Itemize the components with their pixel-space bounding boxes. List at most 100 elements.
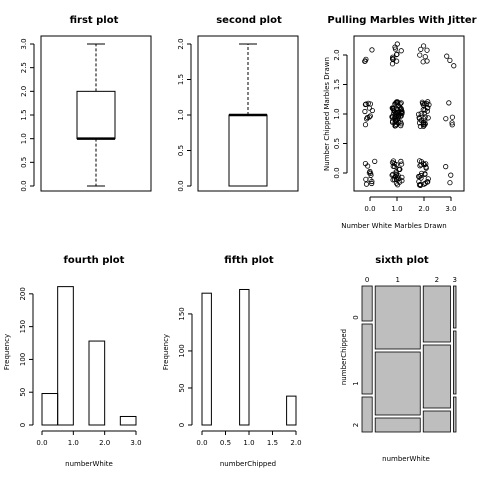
plot5-x-tick-label: 1.0: [243, 439, 254, 447]
plot3-point: [393, 122, 399, 129]
plot2-y-tick-label: 1.5: [177, 74, 185, 85]
plot3-point: [422, 121, 428, 127]
plot4-xlabel: numberWhite: [65, 460, 113, 468]
plot5-bar: [286, 395, 297, 426]
plot3-point: [369, 178, 375, 185]
plot3-x-tick-label: 2.0: [418, 205, 429, 213]
plot3-point: [398, 100, 404, 106]
plot6-cell: [374, 417, 421, 433]
plot3-y-tick-label: 2.0: [333, 49, 341, 60]
plot3-point: [362, 101, 369, 108]
plot6-col-label: 2: [435, 276, 439, 284]
plot6-title: sixth plot: [375, 255, 429, 266]
plot1-y-tick-label: 2.5: [20, 62, 28, 73]
plot1-y-tick-label: 0.0: [20, 180, 28, 191]
plot3-point: [451, 63, 457, 69]
plot3-point: [369, 47, 375, 53]
plot6-xlabel: numberWhite: [382, 455, 430, 463]
plot2-y-tick-label: 0.0: [177, 180, 185, 191]
plot3-point: [420, 43, 427, 49]
plot4-bar: [119, 415, 137, 426]
plot6-cell: [361, 396, 373, 433]
plot6-cell: [422, 285, 451, 343]
plot3-point: [420, 107, 426, 113]
plot1-y-tick-label: 0.5: [20, 157, 28, 168]
plot4-y-tick-label: 150: [19, 320, 27, 333]
plot3-point: [395, 99, 401, 106]
plot4-y-tick-label: 0: [19, 423, 27, 427]
plot3-point: [417, 52, 423, 58]
plot3-point: [398, 123, 404, 129]
plot5-title: fifth plot: [224, 255, 274, 266]
plot3-point: [399, 161, 405, 167]
plot3-point: [449, 114, 456, 120]
plot3-point: [365, 100, 371, 106]
plot3-point: [391, 109, 398, 115]
plot3-point: [362, 58, 368, 64]
plot4-x-tick-label: 2.0: [99, 439, 110, 447]
plot3-point: [443, 164, 449, 170]
plot3-point: [394, 182, 401, 188]
plot5-y-tick-label: 100: [178, 344, 186, 357]
plot3-point: [422, 54, 428, 60]
plot3-point: [367, 113, 373, 119]
plot6-cell: [374, 351, 421, 416]
plot6-cell: [453, 396, 457, 433]
plot5-y-tick-label: 0: [178, 423, 186, 427]
plot3-point: [393, 51, 400, 58]
plot3-y-tick-label: 0.5: [333, 138, 341, 149]
plot3-x-tick-label: 3.0: [445, 205, 456, 213]
plot3-point: [390, 54, 396, 60]
plot5-bar: [201, 292, 212, 426]
plot1-title: first plot: [70, 15, 119, 26]
plot3-point: [390, 106, 396, 112]
plot3-point: [418, 46, 424, 52]
plot3-point: [425, 105, 431, 111]
plot6-cell: [453, 330, 457, 395]
plot3-point: [447, 57, 453, 63]
plot3-point: [365, 163, 371, 169]
plot3-point: [363, 181, 370, 187]
plot3-point: [362, 122, 369, 128]
plot3-point: [368, 170, 374, 176]
plot5-x-tick-label: 0.0: [196, 439, 207, 447]
plot1-y-tick-label: 1.0: [20, 133, 28, 144]
plot3-point: [399, 174, 405, 180]
plot4-ylabel: Frequency: [3, 334, 11, 370]
plot6-col-label: 3: [452, 276, 456, 284]
plot3-point: [398, 48, 404, 54]
plot3-point: [390, 114, 396, 120]
plot1-y-tick-label: 1.5: [20, 109, 28, 120]
plot3-point: [423, 161, 429, 167]
plot3-point: [421, 162, 428, 168]
plot3-point: [449, 122, 455, 128]
plot5-x-tick-label: 1.5: [267, 439, 278, 447]
plot6-ylabel: numberChipped: [340, 329, 348, 385]
plot5-x-tick-label: 0.5: [220, 439, 231, 447]
plot3-y-tick-label: 1.5: [333, 79, 341, 90]
plot6-col-label: 1: [395, 276, 399, 284]
plot3-point: [425, 176, 431, 182]
plot5-y-tick-label: 50: [178, 384, 186, 393]
plot2-frame: [197, 35, 299, 192]
plot6-cell: [361, 285, 373, 322]
plot4-y-tick-label: 200: [19, 287, 27, 300]
plot3-point: [392, 173, 398, 180]
plot3-point: [392, 46, 399, 52]
plot6-col-label: 0: [365, 276, 369, 284]
plot6-row-label: 0: [352, 315, 360, 319]
plot3-point: [444, 53, 450, 59]
plot3-point: [372, 158, 378, 164]
plot3-point: [366, 114, 372, 120]
plot1-frame: [40, 35, 152, 192]
plot3-x-tick-label: 0.0: [364, 205, 375, 213]
plot3-point: [449, 120, 455, 126]
plot4-title: fourth plot: [64, 255, 125, 266]
plot5-ylabel: Frequency: [162, 334, 170, 370]
plot3-point: [443, 116, 449, 122]
plot4-y-tick-label: 100: [19, 353, 27, 366]
plot3-point: [448, 172, 454, 178]
plot3-point: [418, 175, 424, 181]
plot3-xlabel: Number White Marbles Drawn: [341, 222, 446, 230]
